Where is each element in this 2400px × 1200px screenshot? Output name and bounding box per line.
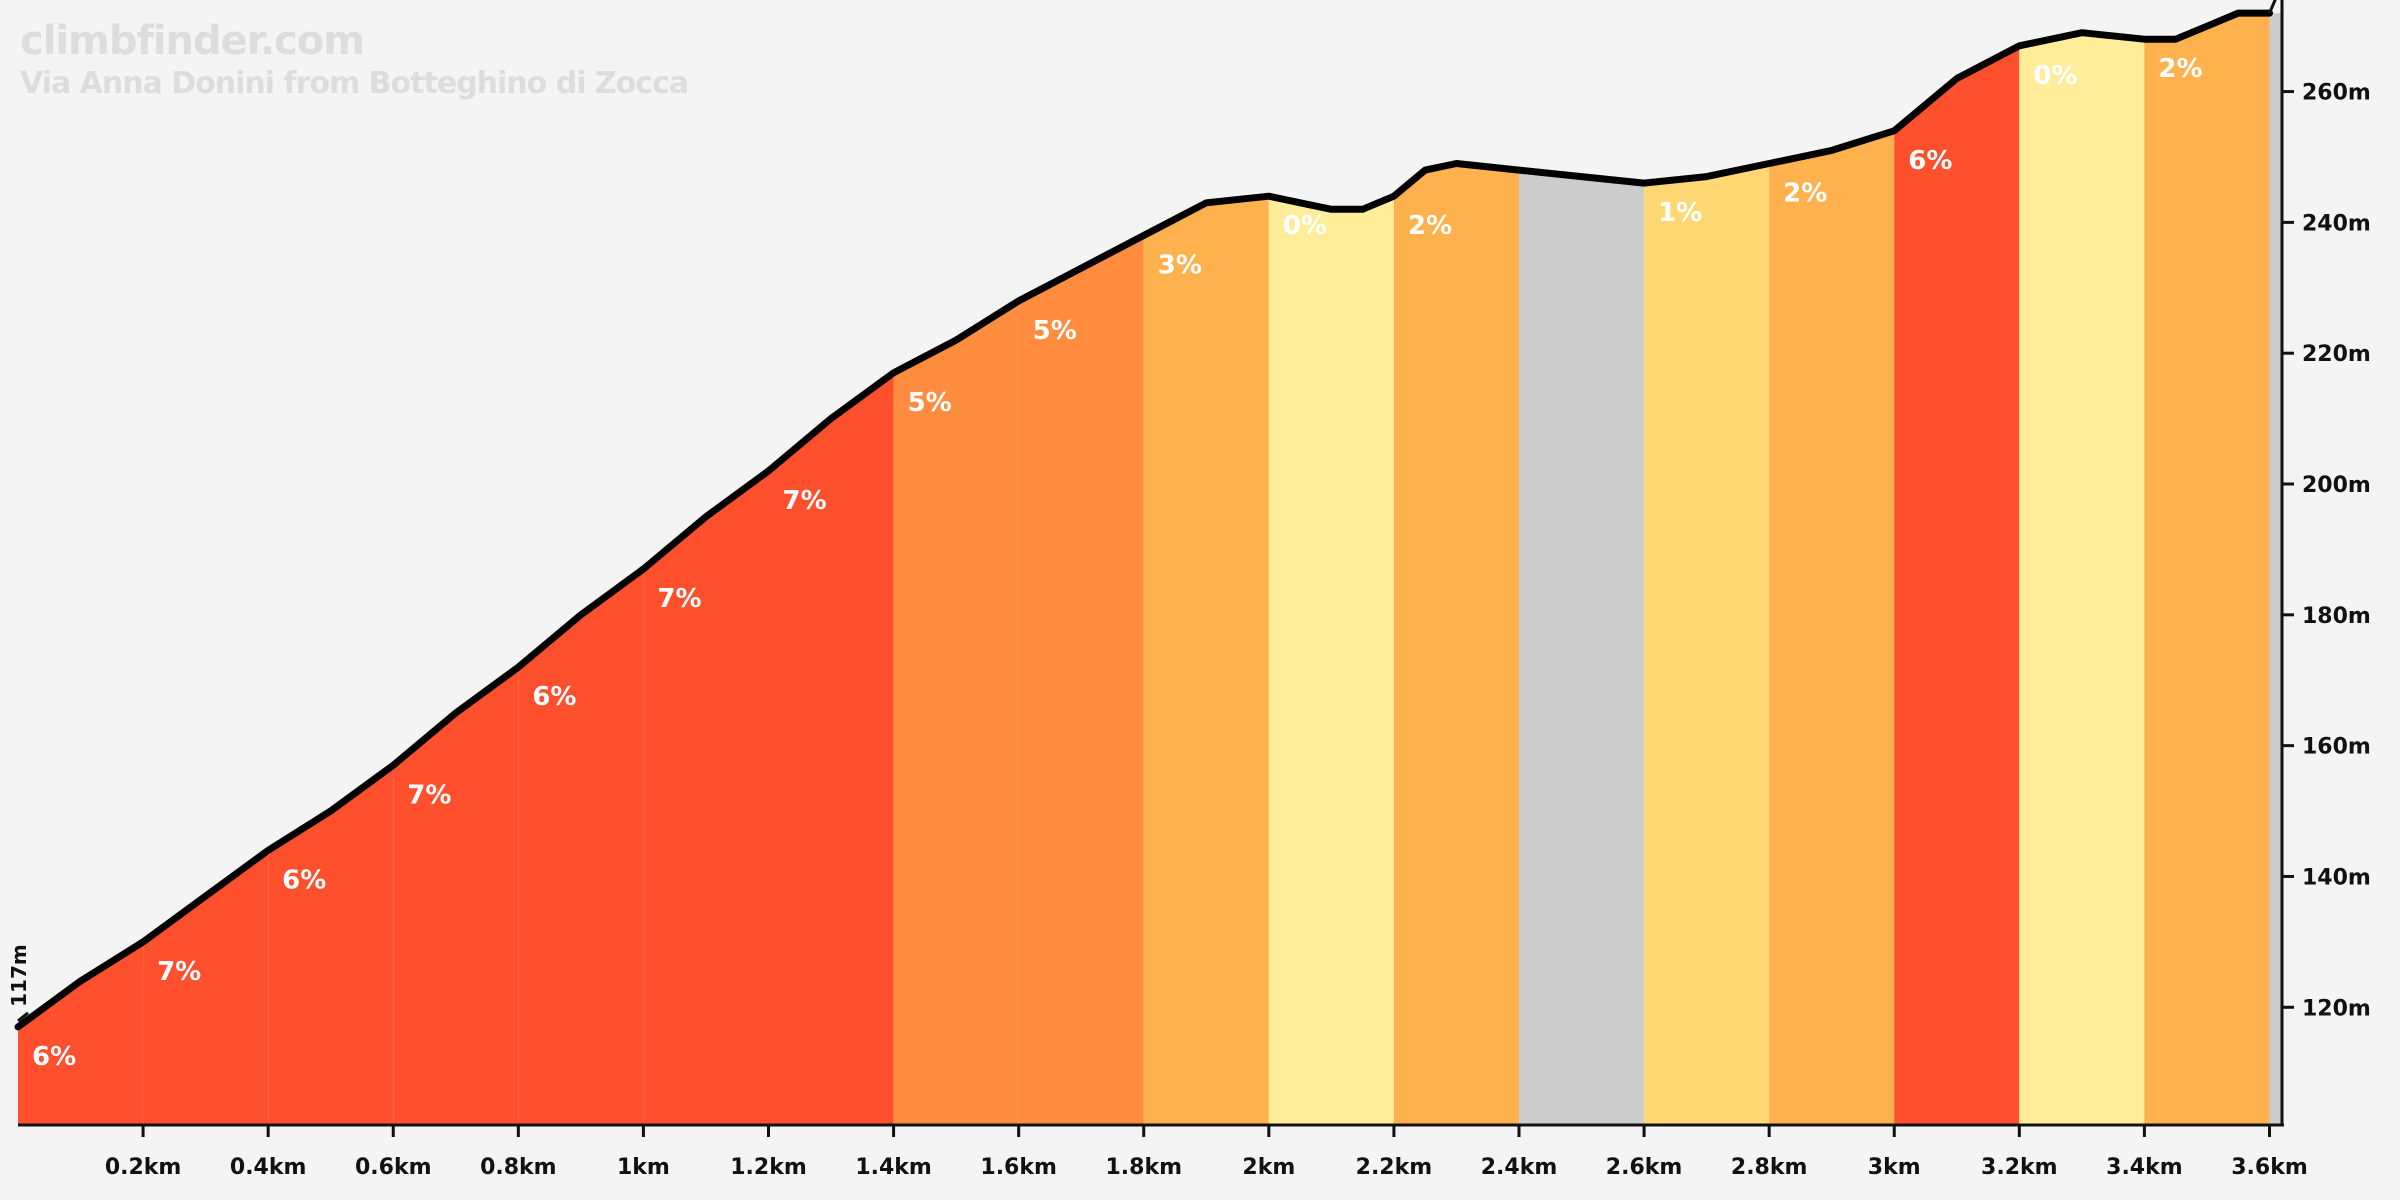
x-tick-label: 3.4km: [2106, 1155, 2183, 1180]
brand-watermark: climbfinder.com: [20, 18, 365, 64]
x-tick-label: 1.2km: [730, 1155, 807, 1180]
y-tick-label: 200m: [2302, 473, 2371, 498]
gradient-segment-3: [268, 765, 394, 1125]
gradient-segment-5: [518, 569, 644, 1125]
gradient-label-8: 5%: [908, 388, 952, 418]
x-tick-label: 3km: [1868, 1155, 1921, 1180]
gradient-label-14: 1%: [1658, 198, 1702, 228]
gradient-label-11: 0%: [1283, 211, 1327, 241]
gradient-segment-17: [2019, 32, 2145, 1126]
y-tick-label: 260m: [2302, 81, 2371, 106]
gradient-segment-15: [1769, 130, 1895, 1126]
x-axis: 0.2km 0.4km 0.6km 0.8km 1km 1.2km 1.4km 1.6km 1.…: [18, 1123, 2308, 1180]
gradient-segment-9: [1018, 235, 1144, 1125]
gradient-label-17: 0%: [2033, 61, 2077, 91]
gradient-segment-18: [2144, 13, 2270, 1126]
gradient-label-3: 6%: [282, 865, 326, 895]
gradient-label-10: 3%: [1158, 250, 1202, 280]
end-elevation-tick: [2268, 0, 2277, 14]
gradient-label-16: 6%: [1908, 146, 1952, 176]
y-tick-label: 180m: [2302, 604, 2371, 629]
x-tick-label: 2.4km: [1481, 1155, 1558, 1180]
gradient-label-5: 6%: [532, 682, 576, 712]
gradient-segment-2: [143, 850, 269, 1125]
x-tick-label: 0.2km: [105, 1155, 182, 1180]
gradient-segment-13: [1519, 170, 1645, 1126]
gradient-label-15: 2%: [1783, 179, 1827, 209]
y-axis: 120m 140m 160m 180m 200m 220m 240m 260m: [2280, 0, 2371, 1125]
x-tick-label: 1km: [617, 1155, 670, 1180]
x-tick-label: 1.6km: [980, 1155, 1057, 1180]
gradient-label-2: 7%: [157, 957, 201, 987]
gradient-label-1: 6%: [32, 1042, 76, 1072]
gradient-segment-10: [1143, 196, 1269, 1125]
climb-name: Via Anna Donini from Botteghino di Zocca: [20, 66, 689, 101]
gradient-label-12: 2%: [1408, 211, 1452, 241]
gradient-segment-19: [2269, 13, 2282, 1126]
x-tick-label: 2.6km: [1606, 1155, 1683, 1180]
y-tick-label: 240m: [2302, 211, 2371, 236]
gradient-labels: 6% 7% 6% 7% 6% 7% 7% 5% 5% 3% 0% 2% 1% 2% 6% 0% 2%: [32, 54, 2203, 1072]
y-tick-label: 220m: [2302, 342, 2371, 367]
gradient-segment-1: [18, 941, 144, 1125]
gradient-label-6: 7%: [657, 584, 701, 614]
x-tick-label: 2.8km: [1731, 1155, 1808, 1180]
y-tick-label: 160m: [2302, 735, 2371, 760]
gradient-segments: [18, 13, 2282, 1126]
gradient-segment-7: [768, 372, 894, 1125]
gradient-segment-14: [1644, 163, 1770, 1125]
gradient-segment-11: [1268, 196, 1394, 1125]
y-tick-label: 140m: [2302, 865, 2371, 890]
gradient-segment-6: [643, 470, 769, 1125]
gradient-segment-12: [1393, 163, 1519, 1125]
gradient-label-9: 5%: [1033, 316, 1077, 346]
start-elevation-tick: [17, 1011, 29, 1023]
y-tick-label: 120m: [2302, 996, 2371, 1021]
start-elevation-label: 117m: [7, 944, 31, 1007]
elevation-endpoints: 117m272m: [7, 0, 2277, 1023]
gradient-segment-4: [393, 667, 519, 1125]
x-tick-label: 0.6km: [355, 1155, 432, 1180]
gradient-segment-16: [1894, 45, 2020, 1125]
x-tick-label: 0.8km: [480, 1155, 557, 1180]
x-tick-label: 1.4km: [855, 1155, 932, 1180]
x-tick-label: 2km: [1242, 1155, 1295, 1180]
x-tick-label: 2.2km: [1356, 1155, 1433, 1180]
gradient-label-4: 7%: [407, 780, 451, 810]
x-tick-label: 3.2km: [1981, 1155, 2058, 1180]
gradient-segment-8: [893, 300, 1019, 1125]
elevation-profile-line: [14, 9, 2273, 1031]
x-tick-label: 3.6km: [2231, 1155, 2308, 1180]
gradient-label-18: 2%: [2158, 54, 2202, 84]
x-tick-label: 1.8km: [1105, 1155, 1182, 1180]
gradient-label-7: 7%: [782, 486, 826, 516]
x-tick-label: 0.4km: [230, 1155, 307, 1180]
